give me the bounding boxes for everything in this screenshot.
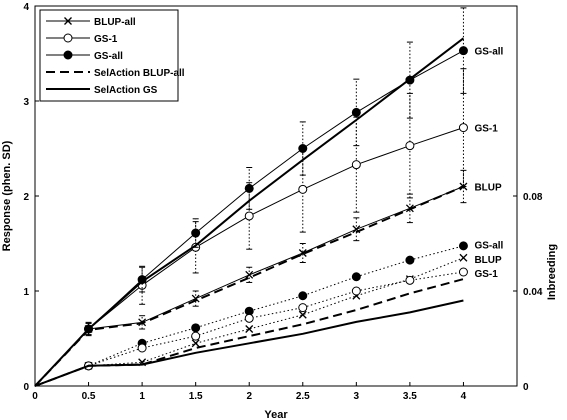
legend-label: BLUP-all	[94, 17, 136, 28]
data-point	[244, 183, 254, 193]
data-point	[137, 343, 147, 353]
error-bar	[139, 266, 146, 293]
series-selaction-blup-inbreeding	[34, 278, 464, 387]
legend-marker	[63, 33, 73, 43]
data-point	[458, 267, 468, 277]
y2-tick-label: 0	[523, 382, 529, 393]
legend-label: GS-all	[94, 51, 123, 62]
legend-item: BLUP-all	[46, 17, 136, 28]
end-label: GS-1	[474, 124, 498, 135]
legend-item: GS-all	[46, 50, 123, 62]
data-point	[244, 211, 254, 221]
data-point	[298, 184, 308, 194]
end-label: GS-all	[474, 47, 503, 58]
series-line	[34, 127, 464, 387]
series-selaction-gs	[34, 37, 465, 387]
series-line	[34, 299, 464, 387]
data-point	[351, 107, 361, 117]
legend: BLUP-all GS-1 GS-all SelAction BLUP-all SelA…	[39, 9, 185, 102]
legend-marker	[64, 17, 72, 25]
x-tick-label: 0.5	[82, 391, 96, 402]
x-tick-label: 1.5	[189, 391, 203, 402]
data-point	[458, 241, 468, 251]
data-point	[245, 270, 254, 279]
error-bar	[246, 167, 253, 210]
error-bar	[246, 182, 253, 250]
data-point	[405, 275, 415, 285]
legend-label: SelAction BLUP-all	[94, 68, 185, 79]
error-bar	[406, 41, 413, 119]
error-bar	[460, 169, 467, 204]
y-tick-label: 0	[23, 382, 29, 393]
y-tick-label: 4	[23, 2, 29, 13]
series-line	[34, 37, 465, 387]
data-point	[351, 160, 361, 170]
series-gs-all	[34, 7, 468, 387]
series-line	[34, 257, 464, 387]
legend-label: SelAction GS	[94, 85, 158, 96]
x-tick-label: 2	[246, 391, 252, 402]
y2-axis-title: Inbreeding	[546, 244, 558, 300]
series-group	[34, 7, 468, 387]
end-label: BLUP	[474, 255, 502, 266]
data-point	[191, 228, 201, 238]
y2-tick-label: 0.04	[523, 287, 543, 298]
y-tick-label: 2	[23, 192, 29, 203]
data-point	[459, 253, 468, 262]
y-tick-label: 1	[23, 287, 29, 298]
data-point	[245, 325, 254, 333]
legend-label: GS-1	[94, 34, 118, 45]
y-tick-label: 3	[23, 97, 29, 108]
data-point	[405, 141, 415, 151]
axis-ticks: 0 0.5 1 1.5 2 2.5 3 3.5 4 0 1 2 3 4 0 0.04 0.08	[23, 2, 542, 402]
x-tick-label: 0	[32, 391, 38, 402]
data-point	[191, 323, 201, 333]
x-axis-title: Year	[264, 409, 288, 420]
series-line	[34, 245, 464, 387]
y2-tick-label: 0.08	[523, 192, 543, 203]
series-blup-all	[34, 169, 468, 387]
x-tick-label: 1	[139, 391, 145, 402]
data-point	[191, 339, 200, 348]
data-point	[244, 313, 254, 323]
series-gs-all-inbreeding	[34, 241, 468, 387]
data-point	[351, 272, 361, 282]
end-label: BLUP	[474, 183, 502, 194]
data-point	[191, 331, 201, 341]
data-point	[405, 255, 415, 265]
error-bar	[353, 78, 360, 147]
data-point	[298, 303, 308, 313]
x-tick-label: 3.5	[403, 391, 417, 402]
data-point	[298, 291, 308, 301]
data-point	[351, 286, 361, 296]
error-bar	[299, 243, 306, 263]
data-point	[298, 249, 307, 257]
series-line	[34, 278, 464, 387]
data-point	[298, 144, 308, 153]
data-point	[458, 46, 468, 56]
end-label: GS-1	[474, 269, 498, 280]
y-axis-title: Response (phen. SD)	[1, 140, 13, 251]
error-bar	[139, 315, 146, 330]
data-point	[458, 123, 468, 133]
x-tick-label: 4	[461, 391, 467, 402]
data-point	[298, 310, 307, 319]
series-gs-1	[34, 68, 468, 387]
error-bar	[299, 121, 306, 176]
end-labels: GS-all GS-1 BLUP GS-all BLUP GS-1	[474, 47, 503, 281]
legend-item: SelAction BLUP-all	[46, 68, 185, 79]
legend-item: SelAction GS	[46, 85, 158, 96]
series-selaction-gs-inbreeding	[34, 299, 464, 387]
legend-marker	[63, 50, 73, 60]
x-tick-label: 2.5	[296, 391, 310, 402]
x-tick-label: 3	[354, 391, 360, 402]
legend-item: GS-1	[46, 33, 118, 45]
end-label: GS-all	[474, 241, 503, 252]
